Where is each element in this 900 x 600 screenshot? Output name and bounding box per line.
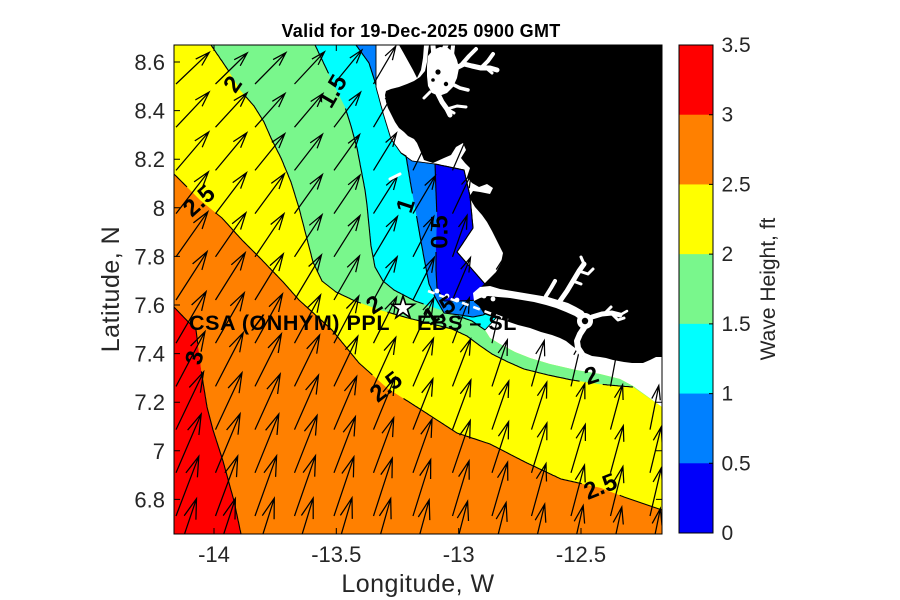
svg-text:0.5: 0.5 — [722, 452, 751, 475]
svg-text:Latitude, N: Latitude, N — [97, 226, 125, 352]
svg-text:7.6: 7.6 — [134, 293, 165, 318]
svg-text:1.5: 1.5 — [722, 313, 751, 336]
svg-text:8: 8 — [153, 196, 165, 221]
svg-text:6.8: 6.8 — [134, 487, 165, 512]
svg-text:-14: -14 — [198, 542, 230, 567]
svg-text:Longitude, W: Longitude, W — [341, 570, 494, 598]
svg-text:8.6: 8.6 — [134, 50, 165, 75]
svg-text:7: 7 — [153, 439, 165, 464]
svg-text:2.5: 2.5 — [722, 173, 751, 196]
svg-text:0.5: 0.5 — [426, 215, 453, 248]
svg-text:7.2: 7.2 — [134, 390, 165, 415]
svg-text:EBS – SL: EBS – SL — [417, 311, 517, 335]
svg-text:Wave Height, ft: Wave Height, ft — [757, 217, 780, 360]
svg-text:1: 1 — [722, 383, 734, 406]
svg-text:CSA (ØNHYM) PPL: CSA (ØNHYM) PPL — [189, 311, 390, 335]
svg-text:3: 3 — [722, 104, 734, 127]
svg-text:Valid for 19-Dec-2025 0900 GMT: Valid for 19-Dec-2025 0900 GMT — [282, 21, 561, 41]
svg-text:-12.5: -12.5 — [556, 542, 606, 567]
svg-text:2: 2 — [722, 243, 734, 266]
svg-text:8.2: 8.2 — [134, 147, 165, 172]
svg-text:7.8: 7.8 — [134, 244, 165, 269]
svg-text:3: 3 — [180, 348, 209, 367]
svg-text:3.5: 3.5 — [722, 34, 751, 57]
svg-text:0: 0 — [722, 522, 734, 545]
svg-text:8.4: 8.4 — [134, 99, 165, 124]
svg-text:-13: -13 — [443, 542, 475, 567]
svg-text:-13.5: -13.5 — [311, 542, 361, 567]
svg-text:7.4: 7.4 — [134, 342, 165, 367]
